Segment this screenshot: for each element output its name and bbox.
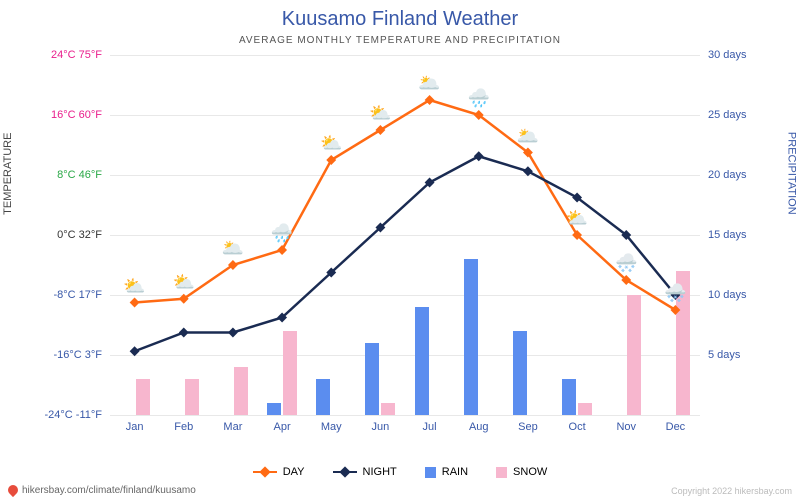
legend-marker: [496, 467, 507, 478]
temp-tick-f: -11°F: [76, 409, 102, 421]
temp-tick-f: 32°F: [79, 229, 102, 241]
right-axis-title: PRECIPITATION: [786, 132, 798, 215]
left-tick: 0°C 32°F: [2, 229, 102, 241]
weather-icon: ⛅: [563, 208, 591, 230]
legend-marker: [333, 467, 357, 477]
temp-tick-f: 60°F: [79, 109, 102, 121]
weather-icon: ⛅: [170, 272, 198, 294]
weather-icon: ⛅: [121, 276, 149, 298]
copyright: Copyright 2022 hikersbay.com: [671, 486, 792, 496]
left-tick: -24°C -11°F: [2, 409, 102, 421]
temp-tick-f: 17°F: [79, 289, 102, 301]
x-tick: Apr: [262, 421, 302, 433]
day-marker: [130, 298, 140, 308]
right-tick: 5 days: [708, 349, 768, 361]
night-marker: [179, 328, 189, 338]
night-marker: [228, 328, 238, 338]
footer: hikersbay.com/climate/finland/kuusamo: [8, 485, 196, 496]
temp-tick-f: 3°F: [85, 349, 102, 361]
legend-label: RAIN: [442, 466, 468, 478]
night-marker: [474, 151, 484, 161]
pin-icon: [6, 483, 20, 497]
legend-label: NIGHT: [363, 466, 397, 478]
weather-icon: ⛅: [366, 103, 394, 125]
weather-icon: 🌥️: [416, 73, 444, 95]
temp-tick-f: 46°F: [79, 169, 102, 181]
temp-tick-c: 16°C: [51, 109, 76, 121]
x-tick: Mar: [213, 421, 253, 433]
temp-tick-c: -16°C: [53, 349, 81, 361]
legend-marker: [425, 467, 436, 478]
x-tick: Aug: [459, 421, 499, 433]
x-tick: Oct: [557, 421, 597, 433]
left-tick: 8°C 46°F: [2, 169, 102, 181]
temp-tick-c: -24°C: [44, 409, 72, 421]
temp-tick-c: 24°C: [51, 49, 76, 61]
weather-icon: 🌧️: [268, 223, 296, 245]
x-tick: Feb: [164, 421, 204, 433]
x-tick: Sep: [508, 421, 548, 433]
legend-label: DAY: [283, 466, 305, 478]
legend-item: DAY: [253, 466, 305, 478]
right-tick: 30 days: [708, 49, 768, 61]
night-marker: [130, 346, 140, 356]
x-tick: May: [311, 421, 351, 433]
night-line: [135, 156, 676, 351]
grid-line: [110, 415, 700, 416]
weather-icon: 🌥️: [219, 238, 247, 260]
day-marker: [277, 245, 287, 255]
night-marker: [523, 166, 533, 176]
legend-item: SNOW: [496, 466, 547, 478]
legend-label: SNOW: [513, 466, 547, 478]
temp-tick-f: 75°F: [79, 49, 102, 61]
legend: DAY NIGHT RAIN SNOW: [0, 466, 800, 478]
right-tick: 20 days: [708, 169, 768, 181]
chart-title: Kuusamo Finland Weather: [0, 0, 800, 31]
x-tick: Nov: [606, 421, 646, 433]
temp-tick-c: -8°C: [53, 289, 75, 301]
weather-icon: 🌥️: [514, 126, 542, 148]
right-tick: 15 days: [708, 229, 768, 241]
climate-chart: Kuusamo Finland Weather AVERAGE MONTHLY …: [0, 0, 800, 500]
weather-icon: ⛅: [317, 133, 345, 155]
weather-icon: 🌨️: [612, 253, 640, 275]
temp-tick-c: 8°C: [57, 169, 75, 181]
legend-marker: [253, 467, 277, 477]
legend-item: NIGHT: [333, 466, 397, 478]
weather-icon: 🌧️: [465, 88, 493, 110]
left-tick: 24°C 75°F: [2, 49, 102, 61]
x-tick: Jun: [360, 421, 400, 433]
x-tick: Jan: [115, 421, 155, 433]
x-tick: Dec: [655, 421, 695, 433]
legend-item: RAIN: [425, 466, 468, 478]
right-tick: 10 days: [708, 289, 768, 301]
chart-subtitle: AVERAGE MONTHLY TEMPERATURE AND PRECIPIT…: [0, 31, 800, 46]
plot-area: 24°C 75°F30 days16°C 60°F25 days8°C 46°F…: [110, 55, 700, 415]
left-tick: 16°C 60°F: [2, 109, 102, 121]
weather-icon: 🌨️: [661, 283, 689, 305]
footer-url: hikersbay.com/climate/finland/kuusamo: [22, 485, 196, 496]
right-tick: 25 days: [708, 109, 768, 121]
x-tick: Jul: [410, 421, 450, 433]
left-tick: -16°C 3°F: [2, 349, 102, 361]
left-tick: -8°C 17°F: [2, 289, 102, 301]
temp-tick-c: 0°C: [57, 229, 75, 241]
